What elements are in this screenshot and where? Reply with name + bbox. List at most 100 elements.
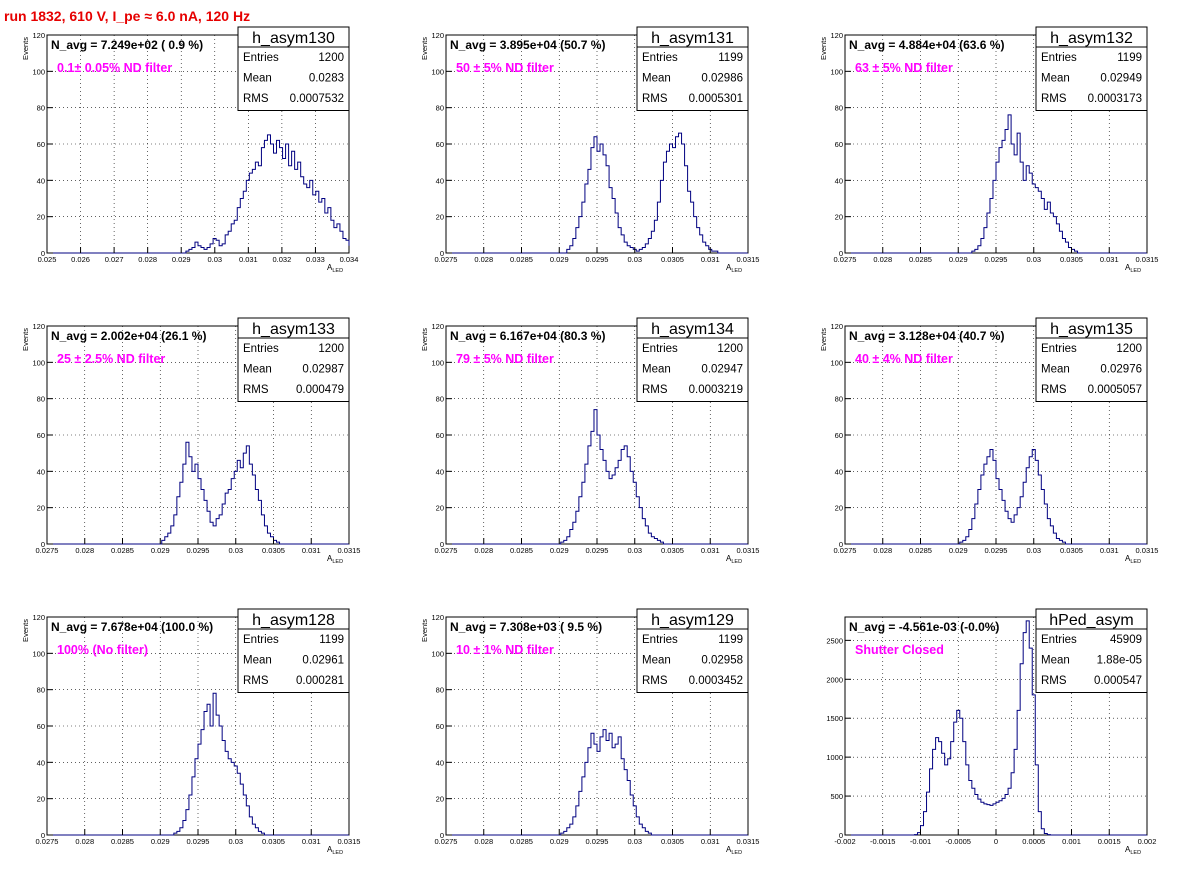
x-tick-label: -0.0015 xyxy=(870,837,895,846)
x-tick-label: 0.0315 xyxy=(1136,255,1159,264)
stats-value: 0.02961 xyxy=(302,655,344,667)
stats-label: Mean xyxy=(642,73,671,85)
y-tick-label: 40 xyxy=(436,758,444,767)
histogram-name: hPed_asym xyxy=(1049,612,1134,629)
stats-label: RMS xyxy=(1041,384,1067,396)
x-tick-label: 0.028 xyxy=(873,546,892,555)
histogram-name: h_asym135 xyxy=(1050,321,1133,338)
stats-value: 0.0005057 xyxy=(1088,384,1142,396)
histogram-name: h_asym131 xyxy=(651,30,734,47)
x-tick-label: 0.026 xyxy=(71,255,90,264)
histogram-name: h_asym133 xyxy=(252,321,335,338)
x-axis-title: ALED xyxy=(1125,554,1141,565)
run-title: run 1832, 610 V, I_pe ≈ 6.0 nA, 120 Hz xyxy=(4,8,251,24)
navg-label: N_avg = -4.561e-03 (-0.0%) xyxy=(849,620,999,634)
y-tick-label: 0 xyxy=(41,540,45,549)
x-tick-label: 0.0295 xyxy=(985,546,1008,555)
y-tick-label: 20 xyxy=(436,504,444,513)
y-tick-label: 0 xyxy=(41,249,45,258)
y-axis-title: Events xyxy=(21,619,30,642)
histogram-line xyxy=(446,409,748,545)
stats-box-frame xyxy=(237,317,350,402)
histogram-name: h_asym134 xyxy=(651,321,734,338)
y-tick-label: 60 xyxy=(835,431,843,440)
x-tick-label: 0.0305 xyxy=(661,255,684,264)
x-tick-label: 0.033 xyxy=(306,255,325,264)
y-axis-title: Events xyxy=(21,328,30,351)
navg-label: N_avg = 4.884e+04 (63.6 %) xyxy=(849,38,1004,52)
y-tick-label: 20 xyxy=(37,504,45,513)
stats-label: Entries xyxy=(642,52,678,64)
y-tick-label: 80 xyxy=(37,395,45,404)
x-axis-title: ALED xyxy=(1125,263,1141,274)
y-tick-label: 60 xyxy=(436,140,444,149)
stats-value: 1199 xyxy=(319,634,344,646)
x-tick-label: 0.0305 xyxy=(262,546,285,555)
y-tick-label: 80 xyxy=(37,104,45,113)
x-tick-label: 0.031 xyxy=(701,546,720,555)
y-tick-label: 120 xyxy=(830,31,843,40)
stats-value: 1200 xyxy=(1116,343,1142,355)
stats-label: Entries xyxy=(1041,343,1077,355)
stats-label: RMS xyxy=(1041,93,1067,105)
stats-label: Mean xyxy=(243,655,272,667)
histogram-panel-h_asym131: 0.0275 0.028 0.0285 0.029 0.0295 0.03 0.0305 0.… xyxy=(420,26,759,274)
x-tick-label: 0.0275 xyxy=(36,837,59,846)
x-tick-label: 0 xyxy=(994,837,998,846)
y-tick-label: 20 xyxy=(835,213,843,222)
stats-label: Entries xyxy=(1041,634,1077,646)
stats-box: h_asym131 Entries 1199 Mean 0.02986 RMS 0.0005… xyxy=(636,26,749,111)
stats-value: 1199 xyxy=(718,52,743,64)
y-axis-title: Events xyxy=(420,619,429,642)
x-tick-label: 0.03 xyxy=(1026,546,1041,555)
x-tick-label: 0.032 xyxy=(272,255,291,264)
stats-box: h_asym134 Entries 1200 Mean 0.02947 RMS 0.0003… xyxy=(636,317,749,402)
filter-note: 0.1± 0.05% ND filter xyxy=(57,61,172,75)
filter-note: 100% (No filter) xyxy=(57,643,148,657)
histogram-line xyxy=(845,449,1147,545)
stats-value: 0.0007532 xyxy=(290,93,344,105)
stats-value: 1200 xyxy=(318,52,344,64)
x-axis-title: ALED xyxy=(1125,845,1141,856)
y-tick-label: 40 xyxy=(436,176,444,185)
y-tick-label: 40 xyxy=(37,758,45,767)
y-axis-title: Events xyxy=(819,37,828,60)
y-tick-label: 100 xyxy=(830,67,843,76)
y-tick-label: 60 xyxy=(835,140,843,149)
y-tick-label: 80 xyxy=(436,104,444,113)
y-tick-label: 1000 xyxy=(826,753,843,762)
y-axis-title: Events xyxy=(21,37,30,60)
stats-box-frame xyxy=(1035,317,1148,402)
y-tick-label: 0 xyxy=(839,831,843,840)
x-tick-label: 0.0305 xyxy=(661,546,684,555)
stats-box: hPed_asym Entries 45909 Mean 1.88e-05 RMS 0.00… xyxy=(1035,608,1148,693)
y-tick-label: 0 xyxy=(440,540,444,549)
stats-label: Mean xyxy=(642,655,671,667)
y-tick-label: 60 xyxy=(436,722,444,731)
x-tick-label: 0.0005 xyxy=(1022,837,1045,846)
y-tick-label: 120 xyxy=(431,613,444,622)
x-axis-title: ALED xyxy=(327,554,343,565)
y-tick-label: 2000 xyxy=(826,675,843,684)
y-tick-label: 20 xyxy=(835,504,843,513)
stats-value: 1.88e-05 xyxy=(1097,655,1142,667)
x-tick-label: 0.0285 xyxy=(909,255,932,264)
stats-box: h_asym128 Entries 1199 Mean 0.02961 RMS 0.0002… xyxy=(237,608,350,693)
x-tick-label: 0.0275 xyxy=(435,546,458,555)
x-tick-label: 0.002 xyxy=(1138,837,1157,846)
histogram-panel-hPed_asym: -0.002 -0.0015 -0.001 -0.0005 0 0.0005 0.001 0.… xyxy=(826,608,1157,856)
x-tick-label: 0.034 xyxy=(340,255,359,264)
x-tick-label: 0.031 xyxy=(239,255,258,264)
y-tick-label: 60 xyxy=(37,140,45,149)
x-tick-label: 0.0315 xyxy=(1136,546,1159,555)
x-tick-label: 0.03 xyxy=(207,255,222,264)
y-tick-label: 60 xyxy=(37,431,45,440)
filter-note: Shutter Closed xyxy=(855,643,944,657)
stats-label: Mean xyxy=(642,364,671,376)
x-tick-label: 0.03 xyxy=(228,546,243,555)
x-tick-label: 0.028 xyxy=(474,255,493,264)
x-tick-label: 0.0305 xyxy=(661,837,684,846)
stats-box: h_asym133 Entries 1200 Mean 0.02987 RMS 0.0004… xyxy=(237,317,350,402)
x-axis-title: ALED xyxy=(726,845,742,856)
